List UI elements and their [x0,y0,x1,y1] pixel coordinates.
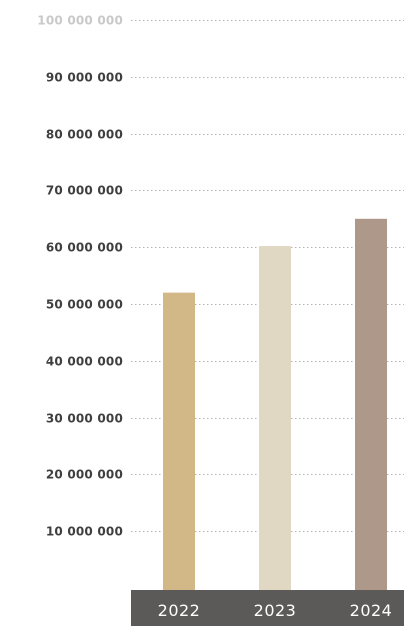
bar-2023 [259,246,291,590]
y-tick-label: 90 000 000 [46,71,123,85]
bars [163,218,387,591]
y-tick-label: 40 000 000 [46,355,123,369]
x-category-label: 2024 [350,601,393,620]
y-tick-label: 70 000 000 [46,184,123,198]
x-axis-categories: 2022 2023 2024 [158,601,393,620]
y-tick-label: 80 000 000 [46,128,123,142]
y-axis-ticks: 10 000 000 20 000 000 30 000 000 40 000 000… [37,14,123,539]
x-category-label: 2023 [254,601,297,620]
y-tick-label: 50 000 000 [46,298,123,312]
y-tick-label: 60 000 000 [46,241,123,255]
bar-2022 [163,292,195,590]
y-tick-label: 20 000 000 [46,468,123,482]
y-tick-label: 10 000 000 [46,525,123,539]
y-tick-label: 100 000 000 [37,14,123,28]
bar-2024 [355,218,387,591]
y-tick-label: 30 000 000 [46,412,123,426]
x-category-label: 2022 [158,601,201,620]
category-axis-band [131,590,404,626]
